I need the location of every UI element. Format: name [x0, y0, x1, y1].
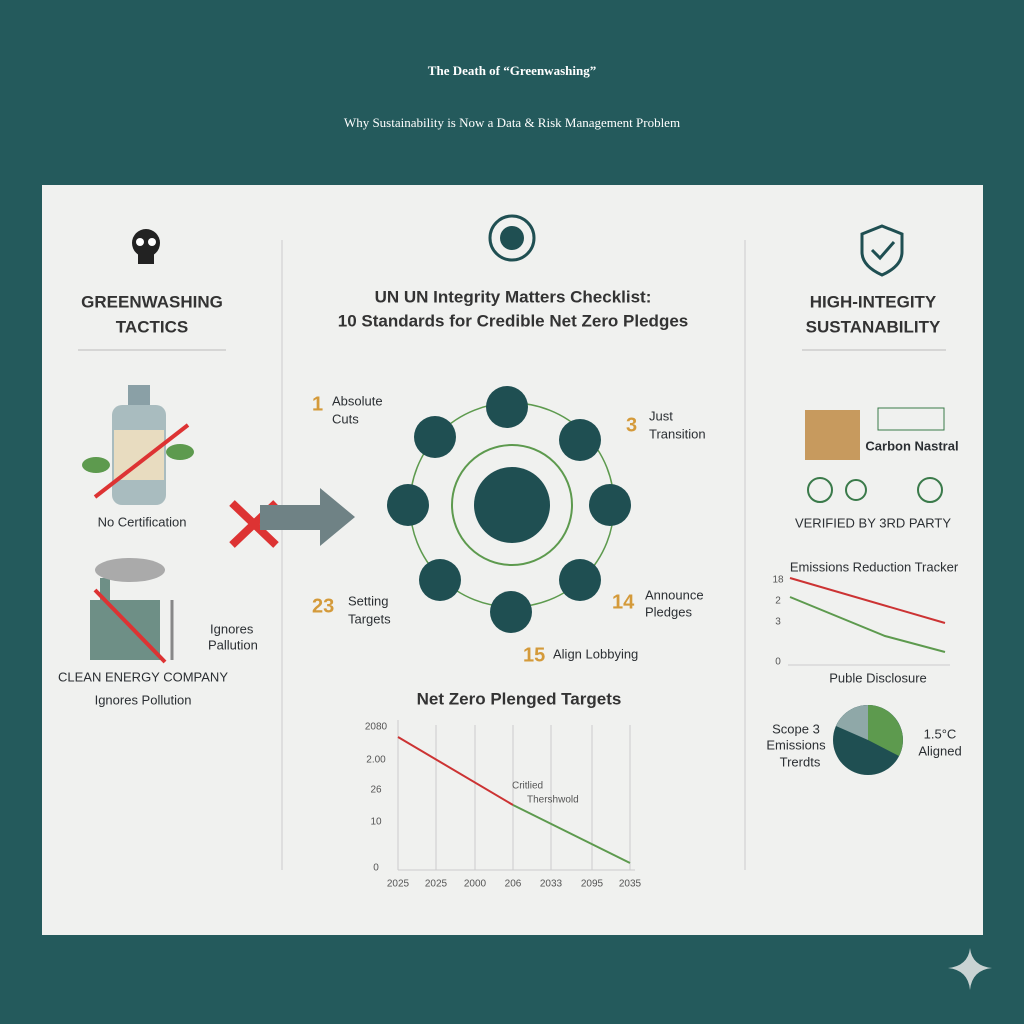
caption: Puble Disclosure: [829, 670, 927, 685]
right-heading: HIGH-INTEGITY: [810, 292, 937, 311]
x-tick-label: 2033: [540, 879, 563, 890]
x-tick-label: 2000: [464, 879, 487, 890]
tracker-lines: [789, 577, 946, 653]
bottle-icon: [82, 385, 194, 505]
shield-icon: [860, 224, 904, 277]
aligned: Aligned: [918, 743, 961, 758]
center-ring: [451, 444, 573, 566]
y-tick-label: 0: [373, 863, 379, 874]
title: The Death of “Greenwashing”: [428, 63, 596, 78]
caption: No Certification: [98, 514, 187, 529]
y-tick-label: 2080: [365, 722, 388, 733]
cert-icons: [807, 477, 943, 503]
item-number: 3: [626, 414, 637, 436]
center-emblem: [474, 467, 550, 543]
verified: VERIFIED BY 3RD PARTY: [795, 515, 951, 530]
left-heading: GREENWASHING: [81, 292, 223, 311]
box-icon: [805, 407, 945, 460]
note: Pallution: [208, 637, 258, 652]
center-title: 10 Standards for Credible Net Zero Pledg…: [338, 311, 688, 330]
annotation: Thershwold: [527, 795, 579, 806]
tracker-title: Emissions Reduction Tracker: [790, 559, 959, 574]
y-tick-label: 2: [775, 596, 781, 607]
item-label: Just: [649, 408, 673, 423]
left-heading: TACTICS: [116, 317, 188, 336]
pie-label: Scope 3: [772, 721, 820, 736]
chart-title: Net Zero Plenged Targets: [417, 689, 622, 708]
item-label: Pledges: [645, 604, 692, 619]
x-tick-label: 2025: [425, 879, 448, 890]
center-title: UN UN Integrity Matters Checklist:: [375, 287, 652, 306]
item-label: Align Lobbying: [553, 646, 638, 661]
y-tick-label: 18: [772, 575, 784, 586]
skull-icon: [132, 229, 160, 264]
item-label: Targets: [348, 611, 391, 626]
checklist-icons: [387, 386, 631, 633]
item-label: Absolute: [332, 393, 383, 408]
annotation: Critlied: [512, 781, 543, 792]
pie: [833, 705, 903, 775]
x-tick-label: 2025: [387, 879, 410, 890]
y-tick-label: 26: [370, 785, 382, 796]
item-number: 15: [523, 644, 545, 666]
item-label: Transition: [649, 426, 706, 441]
item-number: 23: [312, 595, 334, 617]
chart-frame: [397, 720, 635, 871]
item-number: 14: [612, 591, 635, 613]
label: Carbon Nastral: [865, 438, 958, 453]
x-tick-label: 2095: [581, 879, 604, 890]
note: Ignores: [210, 621, 254, 636]
note: Ignores Pollution: [95, 692, 192, 707]
item-label: Announce: [645, 587, 704, 602]
x-tick-label: 2035: [619, 879, 642, 890]
sparkle: [948, 948, 992, 990]
item-number: 1: [312, 393, 323, 415]
factory-icon: [90, 558, 174, 664]
aligned: 1.5°C: [924, 726, 957, 741]
y-tick-label: 0: [775, 657, 781, 668]
y-tick-label: 10: [370, 817, 382, 828]
x-tick-label: 206: [505, 879, 522, 890]
pie-label: Trerdts: [780, 754, 821, 769]
trend-line: [397, 736, 631, 864]
subtitle: Why Sustainability is Now a Data & Risk …: [344, 115, 680, 130]
item-label: Cuts: [332, 411, 359, 426]
y-tick-label: 3: [775, 617, 781, 628]
pie-label: Emissions: [766, 737, 826, 752]
item-label: Setting: [348, 593, 388, 608]
company: CLEAN ENERGY COMPANY: [58, 669, 228, 684]
right-heading: SUSTANABILITY: [806, 317, 941, 336]
cross-arrow: [229, 488, 355, 548]
un-emblem: [488, 214, 536, 262]
y-tick-label: 2.00: [366, 755, 386, 766]
